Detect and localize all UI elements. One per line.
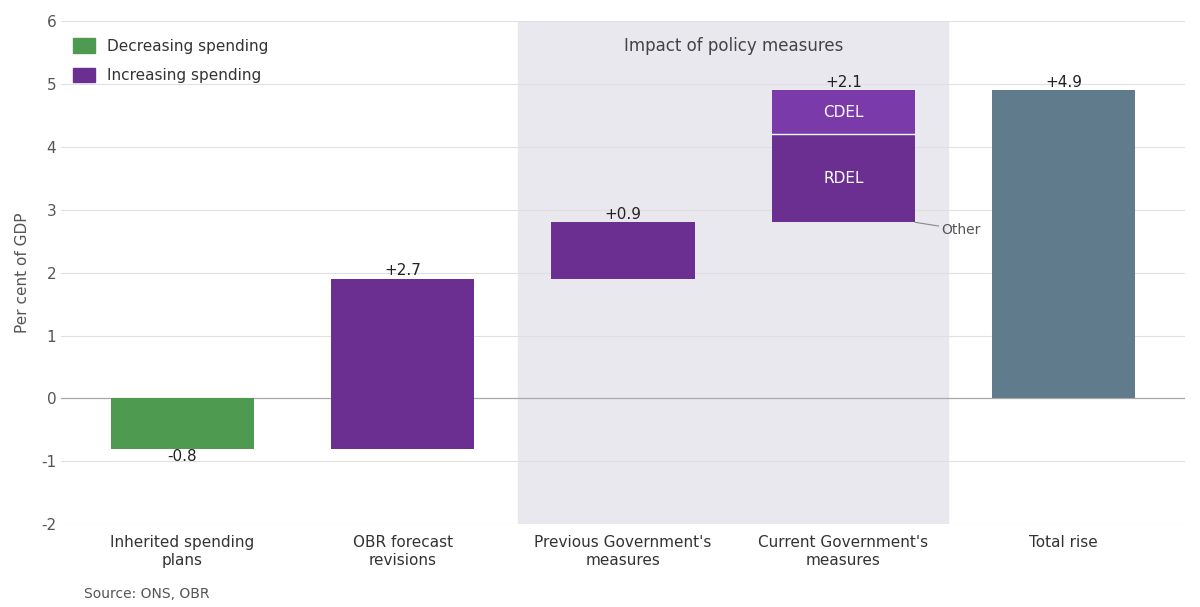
Text: CDEL: CDEL: [823, 104, 864, 120]
Text: Impact of policy measures: Impact of policy measures: [624, 37, 842, 55]
Y-axis label: Per cent of GDP: Per cent of GDP: [14, 212, 30, 333]
Bar: [772, 134, 916, 222]
Text: +2.7: +2.7: [384, 263, 421, 278]
Text: Source: ONS, OBR: Source: ONS, OBR: [84, 587, 210, 601]
Legend: Decreasing spending, Increasing spending: Decreasing spending, Increasing spending: [68, 33, 272, 87]
Bar: [552, 222, 695, 279]
Bar: [110, 398, 254, 449]
Bar: [518, 21, 948, 524]
Bar: [992, 90, 1135, 398]
Text: +2.1: +2.1: [824, 75, 862, 89]
Text: +4.9: +4.9: [1045, 75, 1082, 89]
Text: Other: Other: [916, 222, 980, 237]
Bar: [772, 90, 916, 134]
Text: -0.8: -0.8: [168, 449, 197, 464]
Text: RDEL: RDEL: [823, 171, 864, 186]
Bar: [331, 279, 474, 449]
Text: +0.9: +0.9: [605, 206, 642, 222]
